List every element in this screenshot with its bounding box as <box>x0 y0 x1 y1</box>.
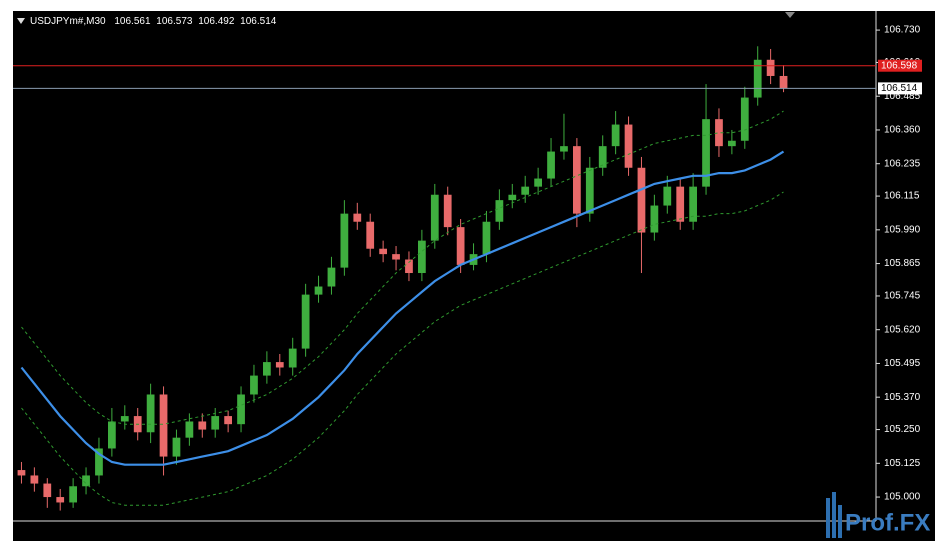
candle-body <box>120 416 129 422</box>
menu-arrow[interactable] <box>17 18 25 24</box>
candle-body <box>95 448 103 476</box>
price-level-label: 106.514 <box>881 83 918 94</box>
candle-body <box>753 59 762 98</box>
candle-body <box>250 375 258 395</box>
y-tick-label: 105.370 <box>884 392 921 403</box>
price-level-label: 106.598 <box>881 60 918 71</box>
candle-body <box>392 254 400 260</box>
candle-body <box>766 59 775 76</box>
candle-body <box>663 186 672 206</box>
candle-body <box>69 486 77 503</box>
candle-body <box>715 119 723 147</box>
candle-body <box>366 221 375 249</box>
candle-body <box>405 259 413 274</box>
moving-average <box>20 150 785 466</box>
candle-body <box>521 186 530 195</box>
candle-body <box>224 416 232 425</box>
candle-body <box>198 421 207 430</box>
candle-body <box>43 483 52 498</box>
candle-body <box>728 140 736 147</box>
candle-body <box>611 124 620 147</box>
candle-body <box>108 421 116 449</box>
watermark: Prof.FX <box>845 509 930 536</box>
candle-body <box>534 178 542 187</box>
candle-body <box>82 475 90 487</box>
candle-body <box>211 416 220 430</box>
chart-background <box>13 11 935 541</box>
candle-body <box>340 213 349 268</box>
candle-body <box>443 194 452 228</box>
candle-body <box>185 421 194 438</box>
candle-body <box>430 194 439 241</box>
envelope-line <box>21 191 784 506</box>
candle-body <box>314 286 323 295</box>
candle-body <box>624 124 633 168</box>
candle-body <box>159 394 168 457</box>
header-open: 106.561 <box>114 16 151 27</box>
candle-body <box>301 294 310 349</box>
candle-body <box>508 194 517 201</box>
y-tick-label: 105.495 <box>884 358 921 369</box>
candle-body <box>689 186 697 222</box>
y-tick-label: 105.865 <box>884 258 921 269</box>
y-tick-label: 106.115 <box>884 191 920 202</box>
symbol: USDJPYm#,M30 <box>30 16 106 27</box>
candle-body <box>779 75 788 89</box>
candle-body <box>495 200 504 222</box>
candle-body <box>353 213 362 222</box>
candle-body <box>237 394 245 425</box>
candle-body <box>172 437 181 457</box>
candle-body <box>482 221 491 255</box>
candle-body <box>560 146 568 152</box>
watermark-logo <box>826 492 842 538</box>
candle-body <box>547 151 555 179</box>
y-tick-label: 106.360 <box>884 125 921 136</box>
candle-body <box>275 362 284 368</box>
candle-body <box>573 146 581 214</box>
candle-body <box>598 146 607 168</box>
y-tick-label: 106.485 <box>884 91 921 102</box>
envelope-line <box>21 110 784 425</box>
candle-body <box>17 470 26 476</box>
y-tick-label: 106.730 <box>884 25 921 36</box>
y-tick-label: 105.745 <box>884 291 921 302</box>
candle-body <box>676 186 685 222</box>
header-high: 106.573 <box>156 16 193 27</box>
y-tick-label: 105.125 <box>884 458 921 469</box>
candle-body <box>263 362 271 376</box>
y-tick-label: 105.000 <box>884 492 921 503</box>
price-level-box <box>878 82 922 95</box>
candle-body <box>456 227 465 265</box>
y-tick-label: 105.990 <box>884 224 921 235</box>
price-level-box <box>878 59 922 72</box>
header-close: 106.514 <box>240 16 277 27</box>
header-low: 106.492 <box>198 16 235 27</box>
candle-body <box>740 97 749 141</box>
candle-body <box>146 394 155 433</box>
y-tick-label: 105.620 <box>884 324 921 335</box>
candle-body <box>30 475 39 484</box>
candle-body <box>56 497 65 503</box>
candle-body <box>702 119 710 187</box>
candle-body <box>379 248 387 255</box>
candle-body <box>288 348 297 368</box>
candle-body <box>637 167 646 233</box>
candle-body <box>327 267 336 287</box>
candle-body <box>650 205 659 233</box>
candle-body <box>418 240 426 274</box>
chart-header: USDJPYm#,M30 106.561 106.573 106.492 106… <box>30 16 277 27</box>
shift-marker[interactable] <box>785 12 795 18</box>
y-tick-label: 106.235 <box>884 158 921 169</box>
candle-body <box>585 167 594 214</box>
y-tick-label: 105.250 <box>884 424 921 435</box>
